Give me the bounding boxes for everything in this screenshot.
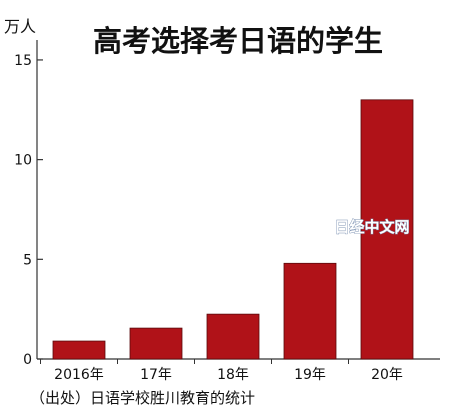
x-tick-label: 17年	[140, 367, 172, 383]
source-note: （出处）日语学校胜川教育的统计	[30, 389, 255, 407]
bar	[129, 327, 183, 360]
bar	[283, 262, 337, 360]
y-tick-label: 10	[14, 153, 32, 169]
x-tick-label: 18年	[217, 367, 249, 383]
y-tick-label: 15	[14, 53, 32, 69]
x-axis: 2016年 17年 18年 19年 20年	[37, 358, 440, 383]
watermark-logo: 日经中文网	[334, 218, 409, 236]
y-axis-unit-label: 万人	[4, 17, 36, 36]
chart-title: 高考选择考日语的学生	[93, 24, 383, 58]
bar	[360, 99, 414, 360]
y-axis: 0 5 10 15	[14, 40, 43, 368]
y-tick-label: 5	[23, 252, 32, 268]
x-tick-label: 2016年	[54, 367, 104, 383]
x-tick-label: 20年	[371, 367, 403, 383]
bar	[52, 340, 106, 360]
y-tick-label: 0	[23, 352, 32, 368]
x-tick-label: 19年	[294, 367, 326, 383]
bar	[206, 313, 260, 360]
bars	[52, 99, 414, 360]
